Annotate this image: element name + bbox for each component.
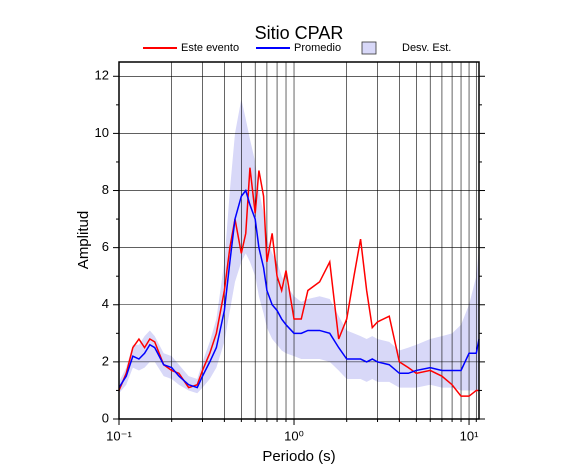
x-axis-label: Periodo (s) (262, 448, 335, 465)
y-tick-label: 6 (102, 239, 109, 254)
x-tick-label: 10¹ (460, 428, 479, 443)
y-axis-label: Amplitud (75, 211, 92, 269)
y-tick-label: 0 (102, 410, 109, 425)
legend-label: Desv. Est. (402, 42, 451, 54)
x-tick-label: 10⁰ (284, 428, 304, 443)
plot-frame (118, 61, 480, 420)
legend-swatch (361, 41, 377, 55)
y-tick-label: 2 (102, 353, 109, 368)
x-tick-label: 10⁻¹ (106, 428, 132, 443)
legend-label: Promedio (294, 42, 341, 54)
chart-title: Sitio CPAR (255, 23, 344, 43)
y-tick-label: 12 (95, 68, 109, 83)
y-tick-label: 10 (95, 125, 109, 140)
std-band (119, 99, 479, 394)
series-line (118, 188, 480, 389)
y-tick-label: 8 (102, 182, 109, 197)
legend-label: Este evento (181, 42, 239, 54)
y-tick-label: 4 (102, 296, 109, 311)
